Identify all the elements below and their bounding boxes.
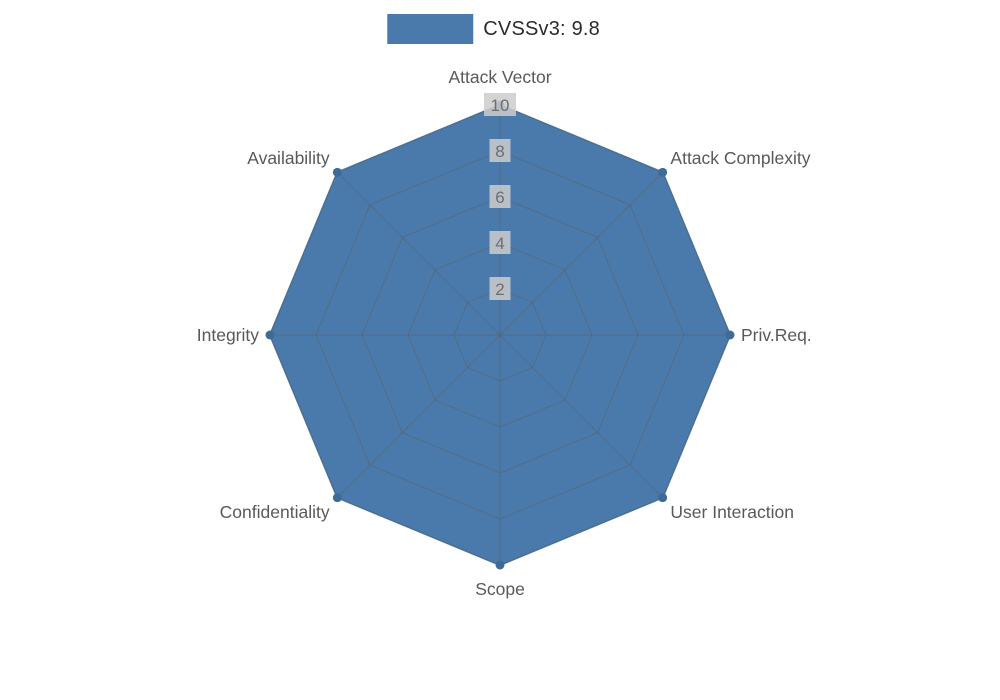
vertex-marker (265, 330, 275, 340)
grid-ring (407, 242, 593, 428)
axis-spoke (337, 172, 501, 336)
vertex-marker (658, 167, 668, 177)
axis-spoke (499, 334, 663, 498)
legend-swatch (387, 14, 474, 44)
vertex-marker (658, 493, 668, 503)
axis-label: Attack Complexity (670, 148, 810, 168)
vertex-marker (725, 330, 735, 340)
legend-label: CVSSv3: 9.8 (483, 17, 600, 40)
grid-ring (315, 150, 685, 520)
axis-label: Priv.Req. (741, 325, 812, 345)
axis-label: Attack Vector (448, 67, 551, 87)
grid-ring (361, 196, 639, 474)
axis-label: Confidentiality (220, 502, 330, 522)
vertex-marker (495, 560, 505, 570)
tick-label-box (484, 93, 516, 116)
tick-label-box (489, 139, 511, 162)
tick-label-box (489, 185, 511, 208)
axis-spoke (499, 172, 663, 336)
tick-label: 2 (495, 280, 504, 299)
axis-spoke (337, 334, 501, 498)
tick-label-box (489, 231, 511, 254)
axis-label: Scope (475, 579, 525, 599)
grid-ring (453, 288, 547, 382)
axis-label: Availability (247, 148, 330, 168)
vertex-marker (332, 167, 342, 177)
tick-label: 8 (495, 142, 504, 161)
vertex-marker (332, 493, 342, 503)
tick-label: 6 (495, 188, 504, 207)
tick-label: 4 (495, 234, 504, 253)
axis-label: Integrity (197, 325, 259, 345)
chart-legend: CVSSv3: 9.8 (387, 14, 600, 44)
axis-label: User Interaction (670, 502, 794, 522)
tick-label-box (489, 277, 511, 300)
tick-label: 10 (491, 96, 510, 115)
